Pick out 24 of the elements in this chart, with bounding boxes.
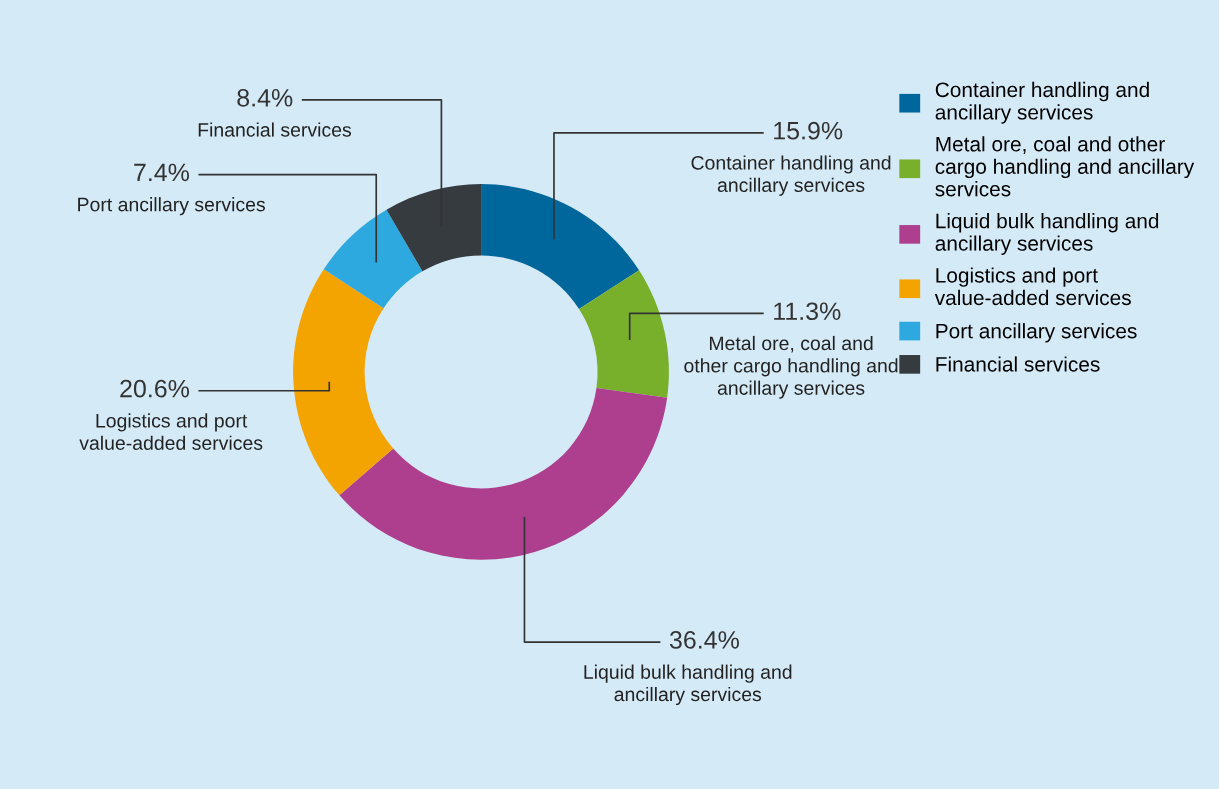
donut-slice bbox=[323, 209, 423, 309]
slice-label: Port ancillary services bbox=[78, 197, 265, 216]
donut-slice bbox=[579, 270, 669, 398]
slice-label: Container handling and ancillary services bbox=[691, 155, 891, 196]
data-label: 15.9% bbox=[774, 121, 843, 140]
donut-slice bbox=[293, 269, 394, 496]
data-label: 8.4% bbox=[237, 88, 293, 107]
data-label: 20.6% bbox=[120, 379, 190, 398]
legend-label: Metal ore, coal and other cargo handling and ancillary services bbox=[935, 136, 1195, 197]
data-label: 11.3% bbox=[774, 302, 841, 321]
slice-label: Financial services bbox=[198, 122, 352, 137]
data-label: 36.4% bbox=[669, 631, 739, 649]
legend-label: Financial services bbox=[936, 356, 1100, 372]
donut-slice bbox=[339, 388, 668, 560]
slice-label: Logistics and port value-added services bbox=[79, 413, 263, 450]
slice-label: Metal ore, coal and other cargo handling and ancillary services bbox=[684, 335, 898, 399]
donut-slice bbox=[386, 184, 482, 272]
slice-label: Liquid bulk handling and ancillary services bbox=[584, 664, 792, 706]
donut-slice bbox=[481, 184, 640, 309]
legend-label: Container handling and ancillary services bbox=[935, 81, 1149, 124]
legend-label: Port ancillary services bbox=[936, 323, 1137, 343]
legend-label: Logistics and port value-added services bbox=[934, 267, 1131, 306]
legend-label: Liquid bulk handling and ancillary services bbox=[935, 213, 1159, 255]
data-label: 7.4% bbox=[134, 163, 190, 182]
